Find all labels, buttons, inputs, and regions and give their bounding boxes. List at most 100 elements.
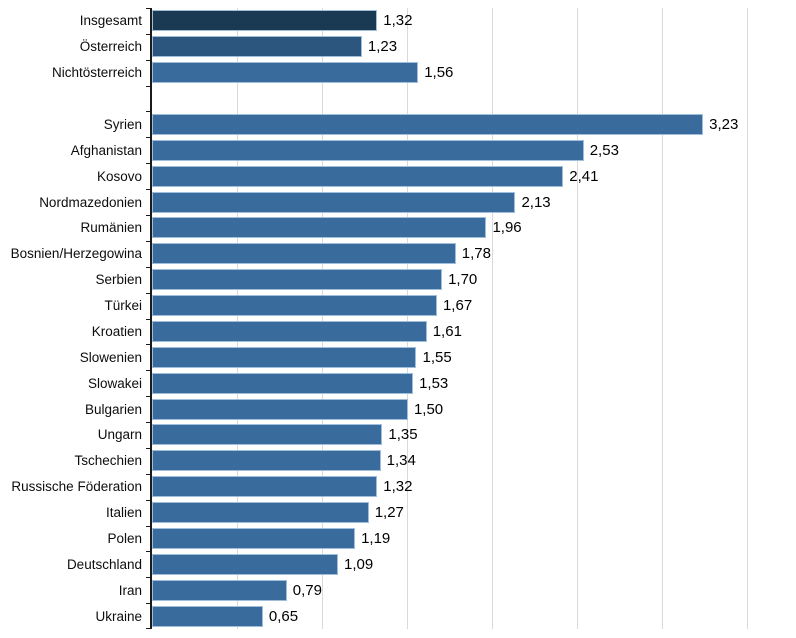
chart-rows: Insgesamt 1,32 Österreich 1,23 Nichtösterrei… xyxy=(0,8,796,629)
category-label-text: Ukraine xyxy=(95,608,142,624)
category-label-text: Nordmazedonien xyxy=(39,194,142,210)
axis-tick xyxy=(146,421,151,423)
bar-track: 1,61 xyxy=(150,319,796,345)
bar-track: 1,35 xyxy=(150,422,796,448)
value-label: 1,19 xyxy=(361,529,391,547)
chart-row: Polen 1,19 xyxy=(0,526,796,552)
value-label: 1,27 xyxy=(374,504,404,522)
bar xyxy=(152,10,378,32)
value-label: 0,79 xyxy=(292,581,322,599)
bar xyxy=(152,295,437,317)
gridline xyxy=(237,8,239,629)
chart-row: Serbien 1,70 xyxy=(0,267,796,293)
axis-tick xyxy=(146,370,151,372)
bar xyxy=(152,165,564,187)
axis-tick xyxy=(146,525,151,527)
category-label: Bulgarien xyxy=(0,402,150,417)
gridline xyxy=(577,8,579,629)
bar-track: 2,41 xyxy=(150,163,796,189)
category-label: Deutschland xyxy=(0,557,150,572)
chart-row: Rumänien 1,96 xyxy=(0,215,796,241)
category-label: Bosnien/Herzegowina xyxy=(0,246,150,261)
bar-track: 1,53 xyxy=(150,370,796,396)
chart-row: Syrien 3,23 xyxy=(0,112,796,138)
category-label-text: Kroatien xyxy=(91,323,142,339)
value-label: 0,65 xyxy=(268,607,299,625)
chart-row: Nordmazedonien 2,13 xyxy=(0,189,796,215)
bar-track: 1,23 xyxy=(150,34,796,60)
category-label: Afghanistan xyxy=(0,143,150,158)
value-label: 1,32 xyxy=(383,12,413,30)
category-label-text: Afghanistan xyxy=(70,142,142,158)
value-label: 1,70 xyxy=(448,271,478,289)
chart-row: Türkei 1,67 xyxy=(0,293,796,319)
category-label-text: Bosnien/Herzegowina xyxy=(10,246,142,262)
category-label-text: Türkei xyxy=(104,298,142,314)
category-label: Ukraine xyxy=(0,609,150,624)
chart-row: Ukraine 0,65 xyxy=(0,603,796,629)
chart-row: Insgesamt 1,32 xyxy=(0,8,796,34)
value-label: 1,53 xyxy=(419,374,449,392)
gridline xyxy=(492,8,494,629)
axis-tick xyxy=(146,292,151,294)
axis-tick xyxy=(146,577,151,579)
category-label: Polen xyxy=(0,531,150,546)
axis-tick xyxy=(146,628,151,629)
value-label: 2,41 xyxy=(569,167,599,185)
axis-tick xyxy=(146,59,151,61)
category-label: Tschechien xyxy=(0,453,150,468)
category-label-text: Bulgarien xyxy=(84,401,142,417)
chart-row: Kosovo 2,41 xyxy=(0,163,796,189)
bar xyxy=(152,372,414,394)
category-label-text: Rumänien xyxy=(80,220,142,236)
bar xyxy=(152,398,408,420)
category-label: Italien xyxy=(0,505,150,520)
axis-tick xyxy=(146,266,151,268)
axis-tick xyxy=(146,473,151,475)
gridline xyxy=(322,8,324,629)
axis-tick xyxy=(146,603,151,605)
value-label: 1,61 xyxy=(432,322,462,340)
chart-row: Afghanistan 2,53 xyxy=(0,137,796,163)
category-label: Syrien xyxy=(0,117,150,132)
bar-track: 1,09 xyxy=(150,551,796,577)
chart-row: Ungarn 1,35 xyxy=(0,422,796,448)
chart-row: Tschechien 1,34 xyxy=(0,448,796,474)
chart-row: Iran 0,79 xyxy=(0,577,796,603)
bar-track: 0,79 xyxy=(150,577,796,603)
bar-track: 1,50 xyxy=(150,396,796,422)
bar-track: 1,27 xyxy=(150,500,796,526)
axis-tick xyxy=(146,163,151,165)
category-label: Nordmazedonien xyxy=(0,195,150,210)
chart-row-spacer xyxy=(0,86,796,112)
bar xyxy=(152,62,419,84)
chart-row: Russische Föderation 1,32 xyxy=(0,474,796,500)
bar xyxy=(152,36,362,58)
axis-tick xyxy=(146,214,151,216)
value-label: 1,09 xyxy=(343,555,374,573)
category-label: Slowenien xyxy=(0,350,150,365)
value-label: 2,53 xyxy=(589,141,619,159)
value-label: 1,78 xyxy=(461,245,491,263)
chart-row: Bulgarien 1,50 xyxy=(0,396,796,422)
category-label: Insgesamt xyxy=(0,13,150,28)
axis-tick xyxy=(146,396,151,398)
value-label: 1,55 xyxy=(422,348,452,366)
bar-track: 2,13 xyxy=(150,189,796,215)
value-label: 1,34 xyxy=(386,452,416,470)
plot-area xyxy=(146,8,794,629)
bar-track: 1,67 xyxy=(150,293,796,319)
axis-tick xyxy=(146,344,151,346)
axis-tick xyxy=(146,551,151,553)
bar xyxy=(152,139,584,161)
chart-row: Deutschland 1,09 xyxy=(0,551,796,577)
axis-tick xyxy=(146,447,151,449)
bar xyxy=(152,579,287,601)
value-label: 3,23 xyxy=(709,115,739,133)
bar-track: 1,34 xyxy=(150,448,796,474)
bar xyxy=(152,243,456,265)
axis-tick xyxy=(146,499,151,501)
category-label-text: Russische Föderation xyxy=(11,479,142,495)
category-label-text: Ungarn xyxy=(97,427,142,443)
bar xyxy=(152,605,263,627)
